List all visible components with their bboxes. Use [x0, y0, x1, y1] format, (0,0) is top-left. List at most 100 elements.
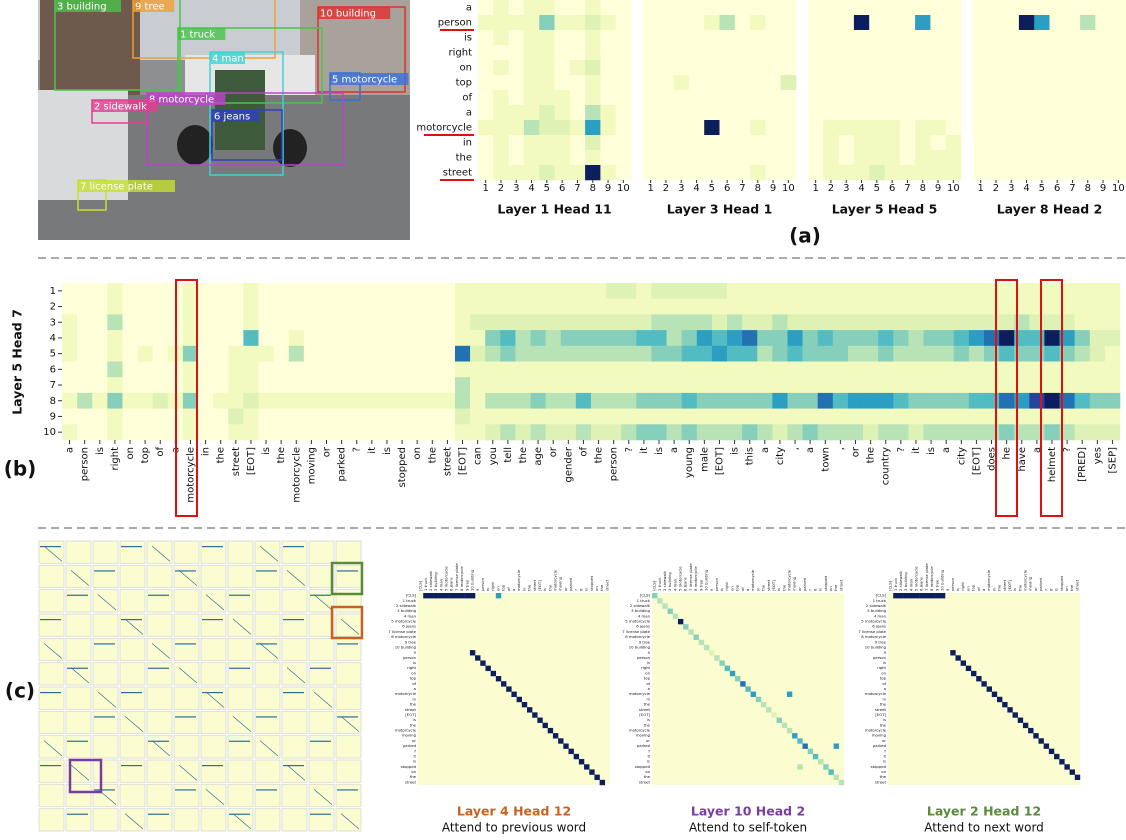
- overview-cell: [146, 686, 173, 710]
- heatmap-cell: [424, 361, 441, 378]
- heatmap-cell: [899, 0, 916, 16]
- x-tick-label: stopped: [823, 575, 828, 591]
- heatmap-cell: [658, 150, 674, 166]
- heatmap-cell: [960, 660, 967, 666]
- x-tick-label: young: [684, 447, 695, 478]
- heatmap-cell: [569, 15, 586, 31]
- x-tick-label: it: [367, 447, 378, 454]
- heatmap-cell: [470, 408, 486, 425]
- x-tick-label: parked: [1038, 577, 1043, 591]
- heatmap-cell: [802, 392, 819, 409]
- heatmap-cell: [755, 696, 762, 703]
- heatmap-cell: [750, 15, 766, 31]
- heatmap-cell: [988, 30, 1004, 46]
- heatmap-cell: [530, 424, 546, 441]
- heatmap-cell: [681, 361, 698, 378]
- overview-bar: [94, 643, 115, 645]
- heatmap-cell: [884, 120, 901, 136]
- heatmap-cell: [771, 712, 777, 718]
- x-tick-label: 7: [574, 183, 580, 194]
- x-tick-label: on: [965, 586, 970, 591]
- heatmap-cell: [988, 60, 1004, 76]
- heatmap-cell: [615, 30, 632, 46]
- heatmap-cell: [869, 150, 885, 166]
- heatmap-cell: [92, 298, 108, 315]
- x-tick-label: 3: [843, 183, 849, 194]
- heatmap-cell: [742, 345, 758, 362]
- y-tick-label: person: [873, 655, 887, 660]
- heatmap-cell: [973, 135, 989, 151]
- highlight: [175, 29, 1063, 517]
- heatmap-cell: [554, 105, 571, 121]
- heatmap-cell: [621, 283, 637, 299]
- heatmap-cell: [999, 408, 1015, 425]
- heatmap-cell: [539, 45, 555, 61]
- heatmap-cell: [847, 314, 864, 331]
- overview-cell: [281, 613, 308, 637]
- heatmap-cell: [945, 15, 962, 31]
- heatmap-cell: [349, 314, 365, 331]
- heatmap-cell: [643, 60, 659, 76]
- heatmap-cell: [808, 135, 824, 151]
- heatmap-cell: [999, 283, 1015, 299]
- x-tick-label: a: [1032, 447, 1043, 453]
- heatmap-cell: [658, 30, 674, 46]
- heatmap-cell: [666, 283, 682, 299]
- heatmap-cell: [802, 408, 819, 425]
- heatmap-cell: [258, 392, 274, 409]
- heatmap-cell: [552, 733, 559, 739]
- y-tick-label: 9 tree: [875, 639, 887, 644]
- y-tick-label: a: [884, 650, 886, 655]
- x-tick-label: 10: [1112, 183, 1125, 194]
- overview-cell: [281, 808, 308, 832]
- heatmap-cell: [673, 75, 690, 91]
- heatmap-cell: [734, 45, 751, 61]
- heatmap-cell: [847, 345, 864, 362]
- heatmap-cell: [1044, 283, 1060, 299]
- y-tick-label: the: [644, 702, 651, 707]
- heatmap-cell: [673, 135, 690, 151]
- heatmap-cell: [530, 345, 546, 362]
- heatmap-cell: [470, 283, 486, 299]
- heatmap-cell: [658, 15, 674, 31]
- overview-diagonal: [43, 740, 63, 757]
- heatmap-cell: [349, 330, 365, 347]
- heatmap-cell: [532, 712, 538, 718]
- heatmap-cell: [515, 392, 531, 409]
- heatmap-cell: [696, 392, 713, 409]
- y-tick-label: it: [883, 753, 886, 758]
- x-tick-label: 2 sidewalk: [428, 570, 433, 591]
- y-tick-label: street: [405, 779, 417, 784]
- overview-cell: [281, 589, 308, 613]
- overview-diagonal: [151, 545, 171, 562]
- x-tick-label: a: [475, 589, 480, 591]
- x-tick-label: ?: [1043, 589, 1048, 591]
- heatmap-cell: [750, 691, 756, 697]
- heatmap-cell: [945, 150, 962, 166]
- x-tick-label: 8: [590, 183, 596, 194]
- heatmap-cell: [334, 392, 350, 409]
- x-tick-label: person: [80, 447, 91, 481]
- heatmap-cell: [409, 283, 426, 299]
- heatmap-cell: [983, 330, 1000, 347]
- x-tick-label: 2: [498, 183, 504, 194]
- overview-bar: [283, 619, 304, 621]
- heatmap-cell: [545, 424, 562, 441]
- heatmap-cell: [847, 408, 864, 425]
- heatmap-cell: [893, 283, 909, 299]
- heatmap-cell: [823, 150, 839, 166]
- heatmap-cell: [884, 0, 901, 16]
- x-tick-label: or: [851, 446, 862, 457]
- box-label: 7 license plate: [80, 182, 153, 193]
- heatmap-cell: [930, 0, 946, 16]
- heatmap-cell: [478, 120, 494, 136]
- heatmap-cell: [485, 665, 491, 672]
- x-tick-label: moving: [306, 447, 317, 484]
- overview-bar: [121, 619, 142, 621]
- y-tick-label: or: [882, 738, 886, 743]
- heatmap-cell: [643, 135, 659, 151]
- heatmap-cell: [847, 298, 864, 315]
- heatmap-cell: [439, 330, 456, 347]
- heatmap-cell: [780, 105, 797, 121]
- overview-cell: [281, 540, 308, 564]
